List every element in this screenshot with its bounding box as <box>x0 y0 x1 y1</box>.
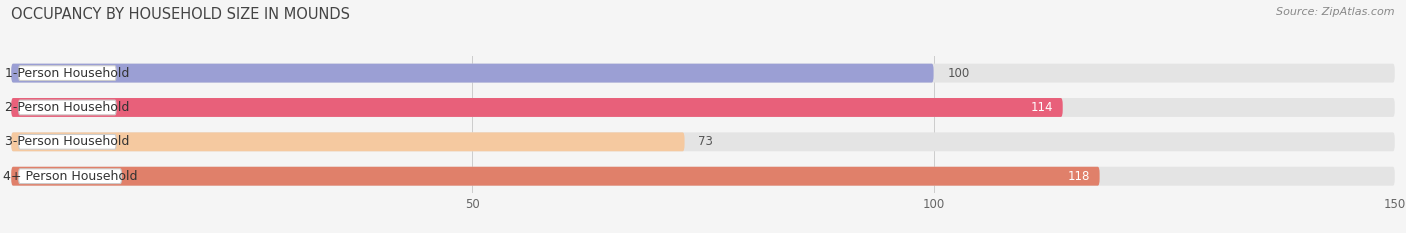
FancyBboxPatch shape <box>18 66 117 80</box>
FancyBboxPatch shape <box>18 169 121 184</box>
Text: 73: 73 <box>699 135 713 148</box>
FancyBboxPatch shape <box>18 134 117 149</box>
Text: 100: 100 <box>948 67 970 80</box>
Text: 2-Person Household: 2-Person Household <box>6 101 129 114</box>
FancyBboxPatch shape <box>18 100 117 115</box>
FancyBboxPatch shape <box>11 167 1099 186</box>
Text: 1-Person Household: 1-Person Household <box>6 67 129 80</box>
Text: 114: 114 <box>1031 101 1053 114</box>
FancyBboxPatch shape <box>11 132 1395 151</box>
FancyBboxPatch shape <box>11 98 1063 117</box>
FancyBboxPatch shape <box>11 64 1395 82</box>
FancyBboxPatch shape <box>11 64 934 82</box>
FancyBboxPatch shape <box>11 167 1395 186</box>
Text: 3-Person Household: 3-Person Household <box>6 135 129 148</box>
FancyBboxPatch shape <box>11 132 685 151</box>
Text: 118: 118 <box>1069 170 1091 183</box>
Text: 4+ Person Household: 4+ Person Household <box>3 170 138 183</box>
Text: OCCUPANCY BY HOUSEHOLD SIZE IN MOUNDS: OCCUPANCY BY HOUSEHOLD SIZE IN MOUNDS <box>11 7 350 22</box>
FancyBboxPatch shape <box>11 98 1395 117</box>
Text: Source: ZipAtlas.com: Source: ZipAtlas.com <box>1277 7 1395 17</box>
